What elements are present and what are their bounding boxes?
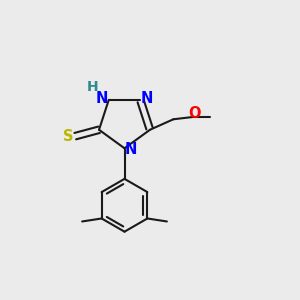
Text: N: N	[125, 142, 137, 157]
Text: S: S	[63, 129, 74, 144]
Text: N: N	[96, 91, 108, 106]
Text: N: N	[141, 91, 153, 106]
Text: H: H	[86, 80, 98, 94]
Text: O: O	[188, 106, 200, 121]
